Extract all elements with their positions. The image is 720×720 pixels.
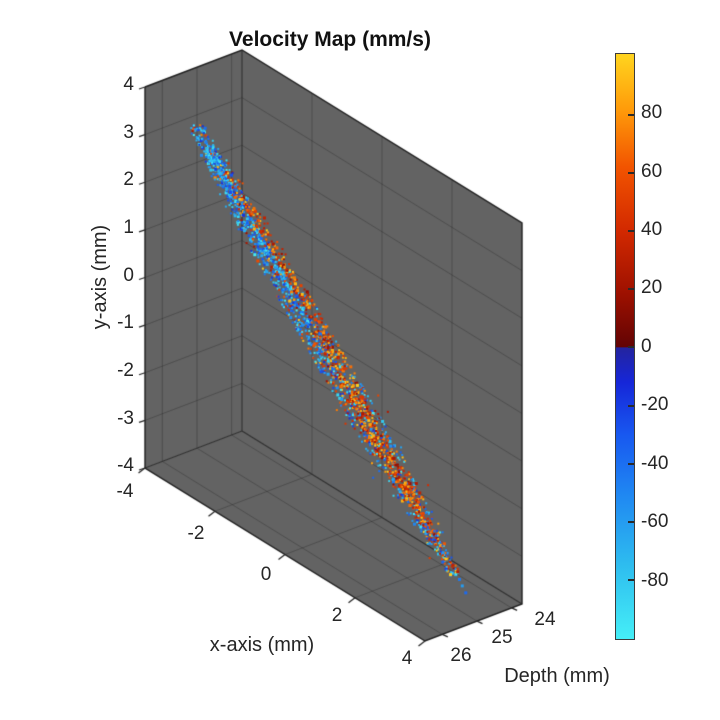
depth-tick-label: 26 bbox=[450, 645, 472, 666]
y-tick-label: -3 bbox=[117, 408, 134, 429]
plot-title: Velocity Map (mm/s) bbox=[229, 28, 431, 51]
x-tick-label: 2 bbox=[331, 605, 343, 626]
colorbar-tick-mark bbox=[628, 229, 634, 232]
y-tick-label: 3 bbox=[123, 122, 134, 143]
x-tick-label: 4 bbox=[401, 648, 413, 669]
x-tick-label: 0 bbox=[260, 564, 272, 585]
colorbar-tick-label: 20 bbox=[641, 277, 663, 298]
y-tick-label: -4 bbox=[117, 455, 134, 476]
depth-tick-label: 25 bbox=[491, 627, 513, 648]
colorbar-tick-mark bbox=[628, 171, 634, 174]
y-tick-label: -1 bbox=[117, 312, 134, 333]
colorbar-tick-label: 60 bbox=[641, 161, 663, 182]
x-tick-label: -2 bbox=[187, 523, 205, 544]
y-tick-label: 2 bbox=[123, 169, 134, 190]
colorbar-tick-mark bbox=[628, 346, 634, 349]
colorbar-tick-mark bbox=[628, 404, 634, 407]
colorbar-tick-label: -40 bbox=[641, 453, 669, 474]
colorbar-tick-mark bbox=[628, 579, 634, 582]
depth-axis-title: Depth (mm) bbox=[504, 665, 610, 687]
y-tick-label: -2 bbox=[117, 360, 134, 381]
colorbar bbox=[615, 53, 635, 640]
colorbar-tick-mark bbox=[628, 113, 634, 116]
colorbar-tick-label: -80 bbox=[641, 570, 669, 591]
y-tick-label: 1 bbox=[123, 217, 134, 238]
y-tick-label: 0 bbox=[123, 265, 134, 286]
colorbar-tick-label: 80 bbox=[641, 102, 663, 123]
colorbar-tick-mark bbox=[628, 288, 634, 291]
x-tick-label: -4 bbox=[116, 481, 134, 502]
colorbar-tick-label: -60 bbox=[641, 511, 669, 532]
x-axis-title: x-axis (mm) bbox=[209, 634, 315, 656]
y-tick-label: 4 bbox=[123, 74, 134, 95]
depth-tick-label: 24 bbox=[534, 609, 556, 630]
colorbar-tick-mark bbox=[628, 462, 634, 465]
colorbar-tick-mark bbox=[628, 521, 634, 523]
colorbar-tick-label: -20 bbox=[641, 394, 669, 415]
colorbar-tick-label: 0 bbox=[641, 336, 652, 357]
y-axis-title: y-axis (mm) bbox=[89, 224, 111, 330]
colorbar-tick-label: 40 bbox=[641, 219, 663, 240]
